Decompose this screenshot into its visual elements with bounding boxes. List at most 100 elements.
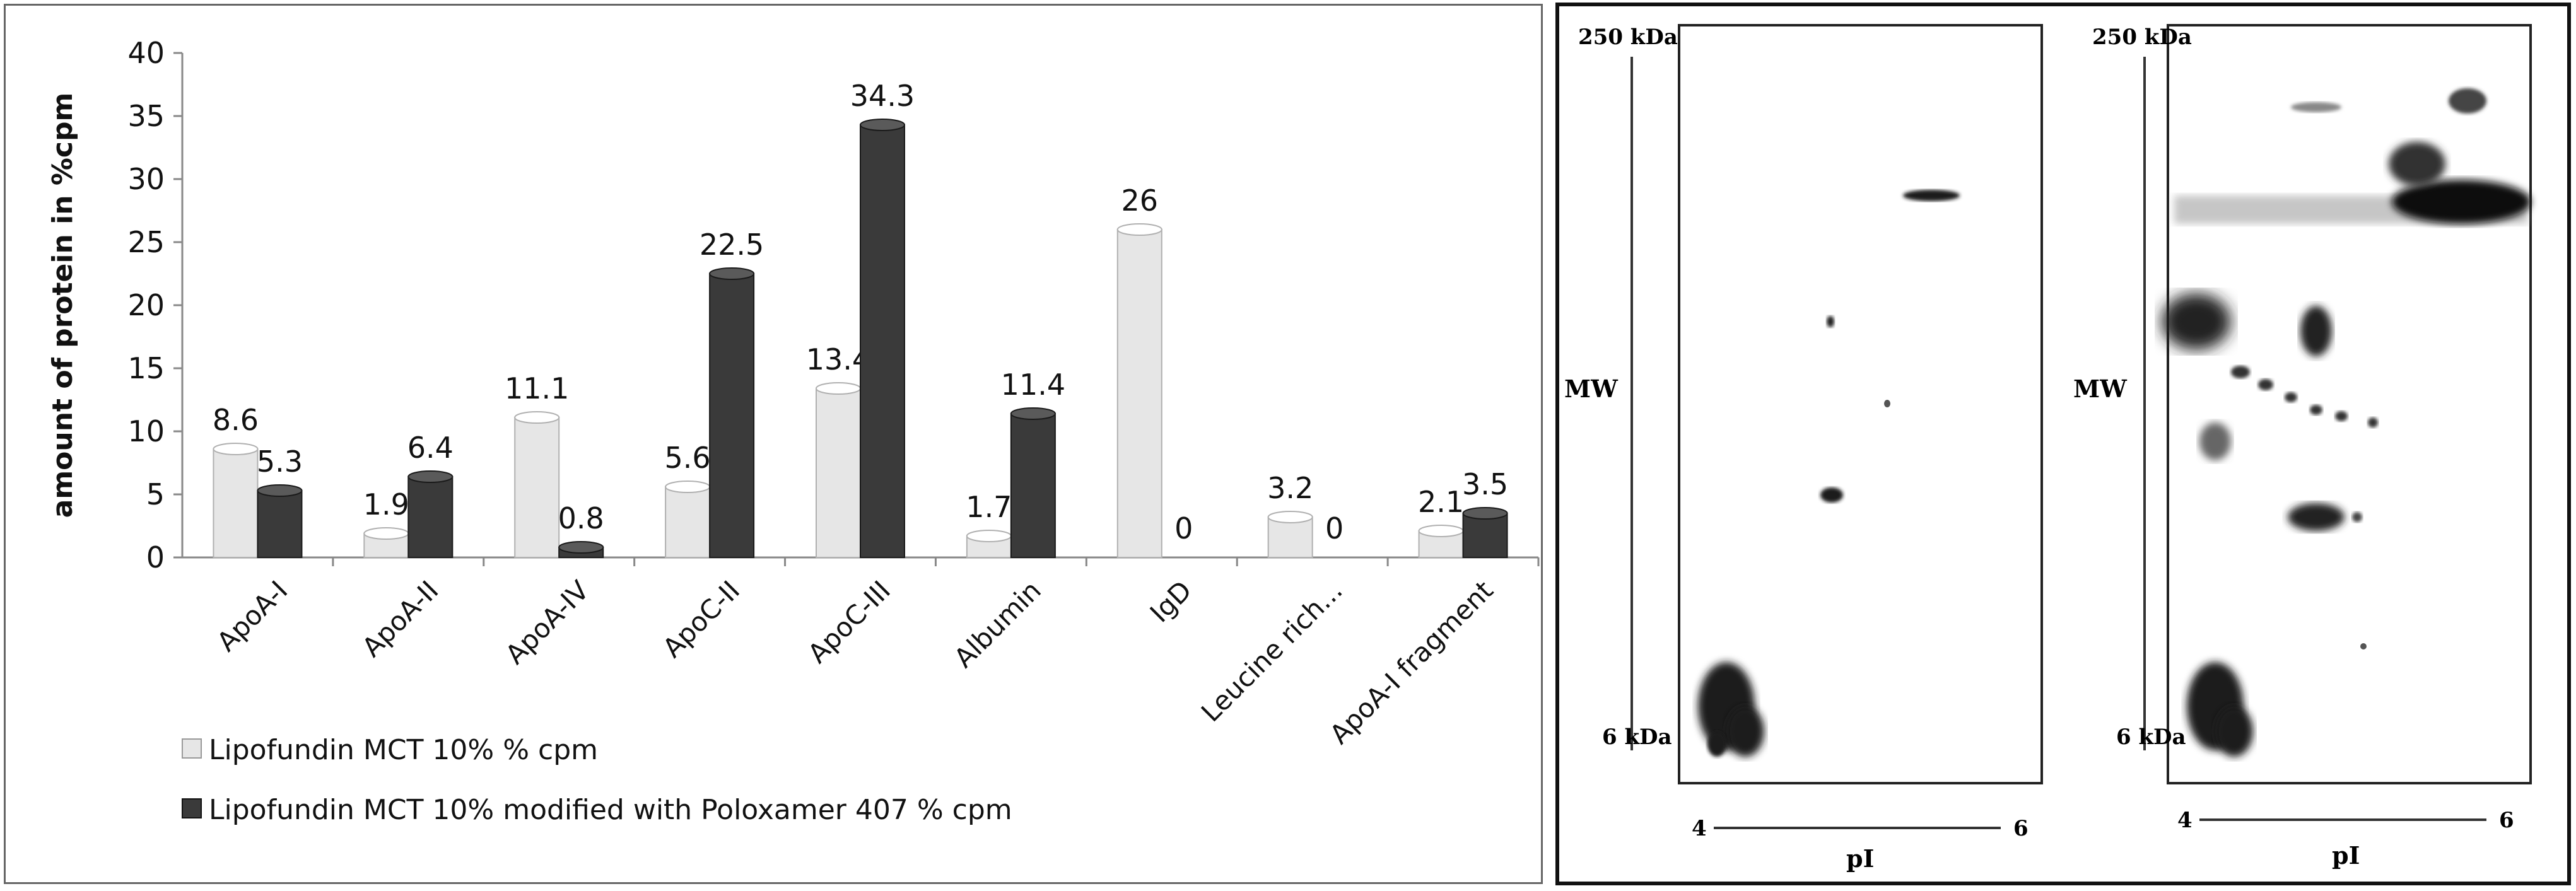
bar-top-series2 [1010, 407, 1056, 420]
y-tick-label: 15 [127, 351, 165, 385]
bar-top-series1 [1116, 223, 1162, 236]
data-label: 2.1 [1418, 485, 1464, 519]
bar-chart: 0 5 10 15 20 25 30 35 40 amount of protein in %cp… [47, 36, 1540, 826]
bar-series2 [257, 490, 303, 558]
2d-gel-figure: 250 kDa MW 6 kDa 4 6 pI 250 kDa MW [1564, 24, 2532, 873]
legend-label: Lipofundin MCT 10% modified with Poloxam… [209, 794, 1012, 826]
data-label: 22.5 [700, 228, 764, 262]
x-tick-label: IgD [1144, 574, 1198, 628]
gel-right-bottom-mw-label: 6 kDa [2116, 725, 2186, 750]
gel-spot [2300, 306, 2332, 356]
bar-series1 [1116, 229, 1162, 558]
bar-top-series1 [514, 411, 560, 424]
gel-left-ph-low: 4 [1692, 816, 1707, 841]
y-tick-label: 20 [127, 288, 165, 322]
y-tick-label: 30 [127, 162, 165, 196]
legend-swatch [182, 798, 202, 818]
bar-top-series1 [1418, 525, 1464, 537]
gel-spot [1884, 400, 1890, 407]
data-label: 3.2 [1267, 471, 1313, 505]
gel-spot [1820, 487, 1843, 503]
x-tick-label: Leucine rich... [1195, 574, 1349, 728]
x-tick-label: ApoA-IV [500, 574, 595, 670]
bar-top-series2 [1462, 507, 1508, 520]
bar-top-series2 [407, 470, 454, 483]
gel-right-frame [2167, 24, 2532, 784]
bar-series1 [665, 486, 711, 558]
x-tick-label: Albumin [948, 574, 1047, 673]
gel-spot [2162, 293, 2231, 350]
gel-spot [2215, 706, 2253, 757]
gel-right: 250 kDa MW 6 kDa 4 6 pI [2073, 24, 2532, 870]
bar-series2 [1010, 413, 1056, 558]
gel-spot [2310, 405, 2322, 415]
bar-series1 [1267, 516, 1313, 558]
chart-panel: 0 5 10 15 20 25 30 35 40 amount of protein in %cp… [4, 4, 1543, 884]
gel-right-ph-low: 4 [2177, 808, 2193, 833]
gel-right-mw-label: MW [2073, 375, 2128, 403]
gel-spot [1827, 316, 1834, 327]
bar-top-series1 [363, 527, 409, 540]
gel-left: 250 kDa MW 6 kDa 4 6 pI [1564, 24, 2043, 873]
gel-spot [1903, 190, 1960, 201]
data-label: 3.5 [1462, 467, 1508, 501]
gel-left-top-mw-label: 250 kDa [1578, 25, 1678, 50]
x-tick-label: ApoA-I fragment [1324, 574, 1499, 750]
bar-series1 [514, 417, 560, 558]
data-label: 1.9 [363, 487, 409, 521]
gel-spot [2360, 643, 2367, 649]
gel-spot [2288, 503, 2345, 531]
gel-panel: 250 kDa MW 6 kDa 4 6 pI 250 kDa MW [1555, 3, 2571, 885]
gel-right-spots [2162, 88, 2531, 757]
gel-spot [2352, 512, 2362, 522]
bar-series2 [407, 476, 454, 558]
data-label: 0.8 [558, 501, 604, 535]
gel-spot [2258, 379, 2273, 390]
legend-swatch [182, 738, 202, 759]
gel-spot [2335, 411, 2348, 421]
gel-spot [2389, 142, 2445, 186]
data-label: 26 [1121, 183, 1159, 218]
bar-series2 [709, 273, 755, 558]
x-tick-label: ApoC-III [802, 574, 896, 669]
y-axis-label: amount of protein in %cpm [47, 93, 79, 518]
y-tick-label: 35 [127, 99, 165, 133]
gel-right-top-mw-label: 250 kDa [2092, 25, 2192, 50]
bar-top-series2 [709, 267, 755, 280]
gel-left-mw-label: MW [1564, 375, 1619, 403]
gel-spot [2449, 88, 2486, 114]
gel-spot [2368, 417, 2378, 428]
data-label: 1.7 [966, 490, 1012, 524]
y-tick-label: 10 [127, 414, 165, 448]
data-label: 6.4 [407, 431, 454, 465]
data-label: 8.6 [213, 403, 259, 437]
x-tick-label: ApoC-II [657, 574, 746, 663]
x-tick-label: ApoA-II [356, 574, 445, 663]
gel-spot [2231, 366, 2250, 378]
data-label: 34.3 [850, 79, 915, 113]
bar-series1 [213, 448, 259, 558]
gel-right-pi-label: pI [2332, 841, 2360, 870]
gel-left-ph-high: 6 [2013, 816, 2029, 841]
bar-top-series1 [816, 382, 861, 395]
gel-spot [1707, 731, 1726, 757]
x-tick-label: ApoA-I [211, 574, 293, 657]
data-label: 5.6 [665, 441, 711, 475]
y-tick-label: 25 [127, 225, 165, 259]
bar-top-series2 [257, 484, 303, 497]
gel-spot [2199, 422, 2231, 460]
gel-left-pi-label: pI [1846, 844, 1874, 873]
legend-label: Lipofundin MCT 10% % cpm [209, 734, 598, 766]
gel-left-spots [1698, 190, 1960, 757]
data-label: 5.3 [257, 445, 303, 479]
data-label: 0 [1174, 511, 1193, 545]
bar-top-series2 [558, 541, 604, 554]
data-label: 11.1 [505, 371, 569, 405]
bar-series2 [860, 124, 905, 558]
y-tick-label: 0 [146, 540, 165, 574]
bar-top-series1 [213, 443, 259, 455]
gel-spot [2392, 180, 2531, 224]
gel-spot [2291, 102, 2341, 112]
gel-right-ph-high: 6 [2499, 808, 2514, 833]
bar-top-series1 [1267, 511, 1313, 523]
